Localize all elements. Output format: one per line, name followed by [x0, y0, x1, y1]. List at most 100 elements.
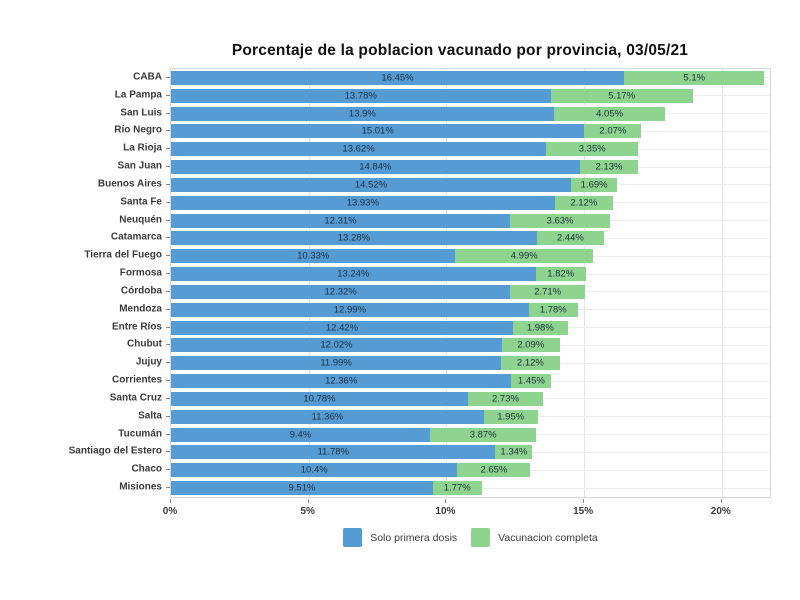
y-tick-mark	[166, 326, 170, 328]
first-dose-bar	[171, 374, 512, 389]
complete-bar	[513, 320, 568, 335]
province-label: Salta	[138, 410, 162, 422]
province-label: Río Negro	[114, 124, 162, 136]
first-dose-bar	[171, 106, 554, 121]
vertical-gridline	[584, 69, 586, 497]
province-label: Jujuy	[135, 356, 162, 368]
complete-value-label: 1.77%	[443, 482, 471, 494]
complete-bar	[467, 391, 544, 406]
first-dose-bar	[171, 249, 456, 264]
x-tick-label: 20%	[710, 506, 731, 517]
first-dose-swatch	[343, 528, 363, 547]
province-label: Santa Cruz	[109, 392, 162, 404]
first-dose-value-label: 12.02%	[320, 339, 353, 351]
first-dose-value-label: 11.78%	[317, 446, 349, 458]
complete-bar	[535, 267, 586, 282]
complete-bar	[510, 213, 610, 228]
province-label: Corrientes	[111, 374, 162, 386]
first-dose-value-label: 9.4%	[289, 429, 312, 441]
first-dose-legend-label: Solo primera dosis	[370, 531, 458, 544]
first-dose-value-label: 13.78%	[344, 90, 377, 102]
x-tick-mark	[583, 499, 585, 503]
complete-bar	[624, 70, 765, 85]
x-tick-mark	[170, 499, 171, 503]
y-tick-mark	[166, 433, 170, 435]
first-dose-bar	[171, 88, 551, 103]
province-label: Tucumán	[118, 428, 162, 440]
first-dose-bar	[171, 445, 496, 460]
x-tick-label: 10%	[435, 506, 456, 517]
y-tick-mark	[166, 362, 170, 364]
complete-bar	[536, 231, 604, 246]
complete-bar	[553, 106, 666, 121]
first-dose-value-label: 14.52%	[354, 179, 388, 191]
first-dose-value-label: 9.51%	[288, 482, 316, 494]
first-dose-bar	[171, 195, 555, 210]
first-dose-value-label: 13.62%	[342, 143, 375, 155]
first-dose-value-label: 13.28%	[337, 232, 370, 244]
complete-bar	[457, 463, 531, 478]
legend-item-complete: Vacunacion completa	[471, 528, 598, 547]
province-label: Neuquén	[119, 214, 162, 226]
y-tick-mark	[166, 273, 170, 275]
complete-value-label: 1.34%	[500, 446, 528, 458]
first-dose-value-label: 13.93%	[346, 197, 379, 209]
y-tick-mark	[166, 451, 170, 453]
complete-value-label: 4.99%	[510, 250, 538, 262]
province-label: San Juan	[117, 160, 162, 172]
first-dose-value-label: 12.36%	[325, 375, 358, 387]
first-dose-value-label: 13.24%	[337, 268, 370, 280]
y-tick-mark	[166, 130, 170, 132]
complete-value-label: 3.87%	[469, 429, 497, 441]
complete-value-label: 2.09%	[517, 339, 545, 351]
x-tick-mark	[720, 499, 722, 503]
complete-value-label: 2.71%	[534, 286, 562, 298]
plot-area: 16.45% 5.1% 13.78% 5.17% 13.9% 4.05% 15.01% 2.0…	[170, 68, 771, 498]
complete-bar	[554, 195, 613, 210]
province-label: Misiones	[119, 481, 162, 493]
complete-bar	[511, 374, 552, 389]
y-tick-mark	[166, 415, 170, 417]
x-tick-label: 5%	[300, 506, 315, 517]
complete-value-label: 1.82%	[547, 268, 575, 280]
complete-bar	[579, 160, 639, 175]
x-tick-label: 15%	[573, 506, 594, 517]
complete-bar	[528, 302, 578, 317]
first-dose-value-label: 12.31%	[324, 215, 357, 227]
complete-value-label: 2.73%	[492, 393, 519, 405]
complete-value-label: 2.12%	[570, 197, 598, 209]
y-tick-mark	[166, 344, 170, 346]
legend: Solo primera dosis Vacunacion completa	[170, 528, 771, 547]
first-dose-bar	[171, 481, 433, 496]
complete-value-label: 1.45%	[517, 375, 545, 387]
y-tick-mark	[166, 397, 170, 399]
vertical-gridline	[446, 69, 448, 497]
first-dose-bar	[171, 70, 625, 85]
y-tick-mark	[166, 290, 170, 292]
x-tick-mark	[445, 499, 447, 503]
complete-value-label: 5.17%	[608, 90, 636, 102]
y-tick-mark	[166, 255, 170, 257]
y-tick-mark	[166, 76, 170, 78]
first-dose-value-label: 11.36%	[311, 411, 344, 423]
first-dose-bar	[171, 320, 514, 335]
complete-bar	[501, 356, 560, 371]
complete-value-label: 1.98%	[526, 322, 554, 334]
complete-value-label: 1.95%	[497, 411, 525, 423]
complete-bar	[432, 481, 482, 496]
first-dose-value-label: 10.78%	[303, 393, 336, 405]
x-tick-mark	[307, 499, 309, 503]
complete-bar	[546, 142, 639, 157]
complete-value-label: 4.05%	[596, 108, 624, 120]
complete-value-label: 2.65%	[480, 464, 508, 476]
first-dose-value-label: 12.32%	[324, 286, 357, 298]
complete-legend-label: Vacunacion completa	[498, 531, 598, 544]
province-label: Buenos Aires	[97, 178, 162, 190]
first-dose-value-label: 13.9%	[348, 108, 376, 120]
province-label: Chubut	[127, 338, 162, 350]
first-dose-bar	[171, 463, 458, 478]
y-tick-mark	[166, 380, 170, 382]
legend-item-first-dose: Solo primera dosis	[343, 528, 457, 547]
province-label: San Luis	[120, 107, 162, 119]
y-axis-labels: CABA La Pampa San Luis Río Negro La Rioja San…	[0, 68, 162, 498]
